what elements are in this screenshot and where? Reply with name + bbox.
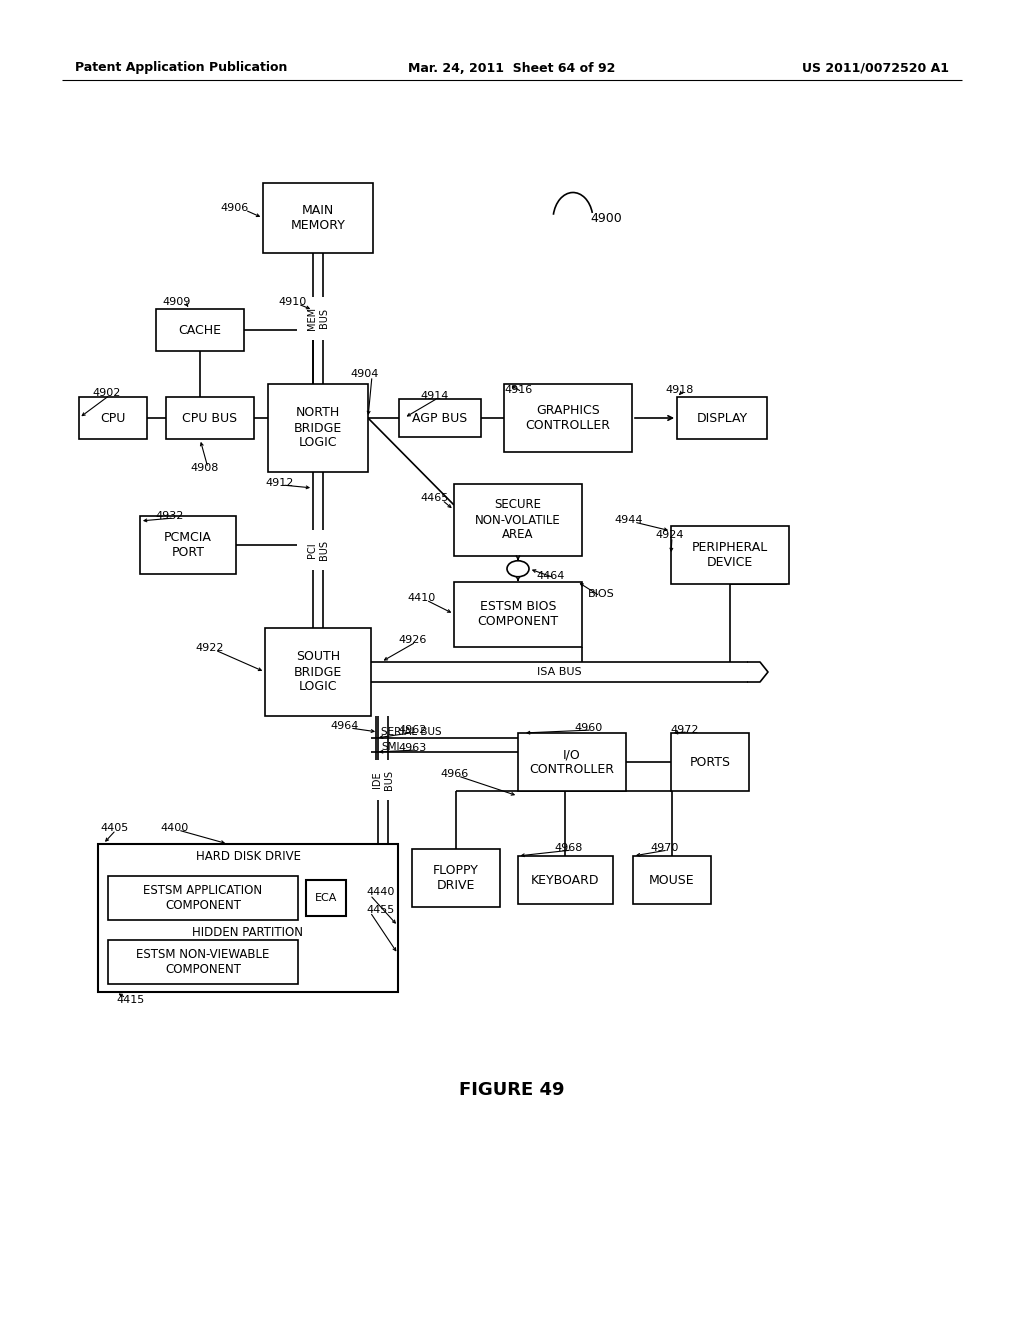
Text: CPU BUS: CPU BUS: [182, 412, 238, 425]
Text: 4400: 4400: [160, 822, 188, 833]
Text: 4910: 4910: [278, 297, 306, 308]
Text: Patent Application Publication: Patent Application Publication: [75, 62, 288, 74]
Text: SOUTH
BRIDGE
LOGIC: SOUTH BRIDGE LOGIC: [294, 651, 342, 693]
Text: 4902: 4902: [92, 388, 121, 399]
Text: FIGURE 49: FIGURE 49: [459, 1081, 565, 1100]
Text: ESTSM BIOS
COMPONENT: ESTSM BIOS COMPONENT: [477, 601, 558, 628]
Text: 4966: 4966: [440, 770, 468, 779]
Text: 4924: 4924: [655, 531, 683, 540]
Text: 4900: 4900: [590, 213, 622, 224]
Text: NORTH
BRIDGE
LOGIC: NORTH BRIDGE LOGIC: [294, 407, 342, 450]
Text: 4968: 4968: [554, 843, 583, 853]
Text: 4909: 4909: [162, 297, 190, 308]
Text: 4912: 4912: [265, 478, 293, 488]
Text: 4932: 4932: [155, 511, 183, 521]
Text: SMI: SMI: [381, 742, 399, 752]
Text: 4963: 4963: [398, 743, 426, 752]
Text: 4465: 4465: [420, 492, 449, 503]
Text: 4922: 4922: [195, 643, 223, 653]
Text: 4916: 4916: [504, 385, 532, 395]
Bar: [265, 628, 371, 715]
Text: BIOS: BIOS: [588, 589, 614, 599]
Text: 4964: 4964: [330, 721, 358, 731]
Text: 4944: 4944: [614, 515, 642, 525]
Text: 4415: 4415: [116, 995, 144, 1005]
Text: CPU: CPU: [100, 412, 126, 425]
Text: 4440: 4440: [366, 887, 394, 898]
Bar: [671, 733, 749, 791]
Text: ESTSM APPLICATION
COMPONENT: ESTSM APPLICATION COMPONENT: [143, 884, 262, 912]
Bar: [633, 855, 711, 904]
Text: MOUSE: MOUSE: [649, 874, 695, 887]
Ellipse shape: [507, 561, 529, 577]
Text: SECURE
NON-VOLATILE
AREA: SECURE NON-VOLATILE AREA: [475, 499, 561, 541]
Text: 4455: 4455: [366, 906, 394, 915]
Bar: [156, 309, 244, 351]
Bar: [306, 880, 346, 916]
Text: Mar. 24, 2011  Sheet 64 of 92: Mar. 24, 2011 Sheet 64 of 92: [409, 62, 615, 74]
Bar: [504, 384, 632, 451]
Text: FLOPPY
DRIVE: FLOPPY DRIVE: [433, 865, 479, 892]
Bar: [268, 384, 368, 473]
Text: 4960: 4960: [574, 723, 602, 733]
Bar: [517, 855, 612, 904]
Text: PORTS: PORTS: [689, 755, 730, 768]
Bar: [412, 849, 500, 907]
Text: MEM
BUS: MEM BUS: [307, 308, 329, 330]
Text: IDE
BUS: IDE BUS: [372, 770, 394, 789]
Text: 4926: 4926: [398, 635, 426, 645]
Bar: [108, 940, 298, 983]
Text: SERIAL BUS: SERIAL BUS: [381, 727, 441, 737]
Bar: [140, 516, 236, 574]
Text: 4972: 4972: [670, 725, 698, 735]
Bar: [166, 397, 254, 440]
Text: PERIPHERAL
DEVICE: PERIPHERAL DEVICE: [692, 541, 768, 569]
Bar: [671, 525, 790, 583]
Bar: [518, 733, 626, 791]
Bar: [454, 484, 582, 556]
Text: 4908: 4908: [190, 463, 218, 473]
Bar: [263, 183, 373, 253]
Bar: [677, 397, 767, 440]
Text: AGP BUS: AGP BUS: [413, 412, 468, 425]
Text: DISPLAY: DISPLAY: [696, 412, 748, 425]
Text: PCMCIA
PORT: PCMCIA PORT: [164, 531, 212, 558]
Text: US 2011/0072520 A1: US 2011/0072520 A1: [802, 62, 949, 74]
Text: 4918: 4918: [665, 385, 693, 395]
Bar: [454, 582, 582, 647]
Text: 4914: 4914: [420, 391, 449, 401]
Text: 4970: 4970: [650, 843, 678, 853]
Bar: [98, 843, 398, 993]
Bar: [399, 399, 481, 437]
Text: 4410: 4410: [407, 593, 435, 603]
Text: 4962: 4962: [398, 725, 426, 735]
Bar: [108, 876, 298, 920]
Text: 4906: 4906: [220, 203, 248, 213]
Text: 4405: 4405: [100, 822, 128, 833]
Text: 4464: 4464: [536, 572, 564, 581]
Text: PCI
BUS: PCI BUS: [307, 540, 329, 560]
Text: GRAPHICS
CONTROLLER: GRAPHICS CONTROLLER: [525, 404, 610, 432]
Text: MAIN
MEMORY: MAIN MEMORY: [291, 205, 345, 232]
Text: ISA BUS: ISA BUS: [538, 667, 582, 677]
Text: CACHE: CACHE: [178, 323, 221, 337]
Bar: [79, 397, 147, 440]
Text: ESTSM NON-VIEWABLE
COMPONENT: ESTSM NON-VIEWABLE COMPONENT: [136, 948, 269, 975]
Text: 4904: 4904: [350, 370, 379, 379]
Text: I/O
CONTROLLER: I/O CONTROLLER: [529, 748, 614, 776]
Text: HARD DISK DRIVE: HARD DISK DRIVE: [196, 850, 300, 863]
Text: KEYBOARD: KEYBOARD: [530, 874, 599, 887]
Text: HIDDEN PARTITION: HIDDEN PARTITION: [193, 925, 303, 939]
Text: ECA: ECA: [314, 894, 337, 903]
